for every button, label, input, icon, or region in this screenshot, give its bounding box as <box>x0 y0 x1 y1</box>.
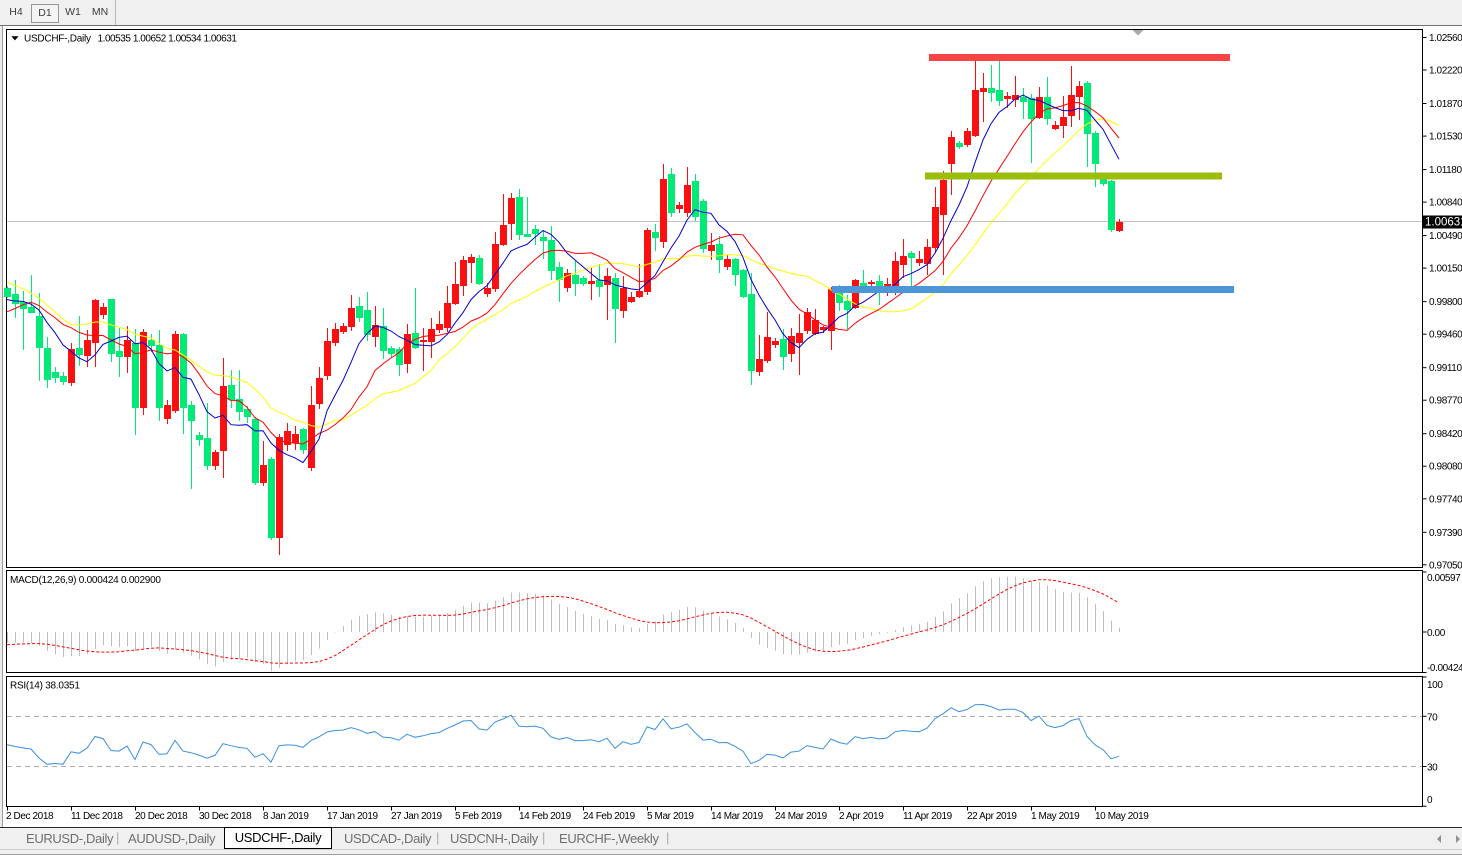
svg-text:0.97390: 0.97390 <box>1429 528 1462 539</box>
svg-text:100: 100 <box>1427 680 1443 691</box>
svg-text:1.00490: 1.00490 <box>1429 231 1462 242</box>
svg-text:1.00631: 1.00631 <box>1425 217 1462 229</box>
svg-text:0.99460: 0.99460 <box>1429 330 1462 341</box>
svg-text:2 Dec 2018: 2 Dec 2018 <box>6 811 54 822</box>
svg-text:5 Mar 2019: 5 Mar 2019 <box>647 811 694 822</box>
svg-text:MACD(12,26,9) 0.000424 0.00290: MACD(12,26,9) 0.000424 0.002900 <box>10 575 161 586</box>
svg-text:USDCHF-,Daily: USDCHF-,Daily <box>24 33 91 44</box>
svg-text:8 Jan 2019: 8 Jan 2019 <box>263 811 309 822</box>
svg-text:11 Dec 2018: 11 Dec 2018 <box>71 811 123 822</box>
svg-text:22 Apr 2019: 22 Apr 2019 <box>967 811 1017 822</box>
svg-text:1 May 2019: 1 May 2019 <box>1031 811 1080 822</box>
svg-text:27 Jan 2019: 27 Jan 2019 <box>391 811 442 822</box>
svg-text:11 Apr 2019: 11 Apr 2019 <box>903 811 953 822</box>
svg-text:17 Jan 2019: 17 Jan 2019 <box>327 811 378 822</box>
svg-text:14 Mar 2019: 14 Mar 2019 <box>711 811 764 822</box>
svg-text:70: 70 <box>1427 712 1438 723</box>
svg-text:20 Dec 2018: 20 Dec 2018 <box>135 811 188 822</box>
svg-text:5 Feb 2019: 5 Feb 2019 <box>455 811 502 822</box>
svg-text:2 Apr 2019: 2 Apr 2019 <box>839 811 884 822</box>
svg-text:0.98080: 0.98080 <box>1429 462 1462 473</box>
svg-text:1.00150: 1.00150 <box>1429 264 1462 275</box>
svg-text:1.00840: 1.00840 <box>1429 198 1462 209</box>
svg-text:RSI(14) 38.0351: RSI(14) 38.0351 <box>10 681 80 692</box>
svg-text:0: 0 <box>1427 795 1433 806</box>
svg-text:1.01180: 1.01180 <box>1429 165 1462 176</box>
svg-text:24 Mar 2019: 24 Mar 2019 <box>775 811 828 822</box>
svg-text:0.00597: 0.00597 <box>1427 573 1461 584</box>
svg-text:-0.00424: -0.00424 <box>1427 663 1462 674</box>
svg-text:1.01530: 1.01530 <box>1429 132 1462 143</box>
svg-text:1.00535 1.00652 1.00534 1.0063: 1.00535 1.00652 1.00534 1.00631 <box>98 33 238 44</box>
svg-text:30: 30 <box>1427 763 1438 774</box>
svg-text:10 May 2019: 10 May 2019 <box>1095 811 1149 822</box>
svg-text:14 Feb 2019: 14 Feb 2019 <box>519 811 572 822</box>
svg-text:1.01870: 1.01870 <box>1429 99 1462 110</box>
svg-text:0.98770: 0.98770 <box>1429 396 1462 407</box>
svg-text:30 Dec 2018: 30 Dec 2018 <box>199 811 252 822</box>
svg-text:1.02560: 1.02560 <box>1429 33 1462 44</box>
svg-text:0.99110: 0.99110 <box>1429 363 1462 374</box>
svg-text:24 Feb 2019: 24 Feb 2019 <box>583 811 636 822</box>
svg-text:0.98420: 0.98420 <box>1429 429 1462 440</box>
svg-text:0.97740: 0.97740 <box>1429 494 1462 505</box>
svg-text:0.97050: 0.97050 <box>1429 560 1462 571</box>
svg-text:0.00: 0.00 <box>1427 628 1446 639</box>
svg-text:0.99800: 0.99800 <box>1429 297 1462 308</box>
svg-text:1.02220: 1.02220 <box>1429 66 1462 77</box>
